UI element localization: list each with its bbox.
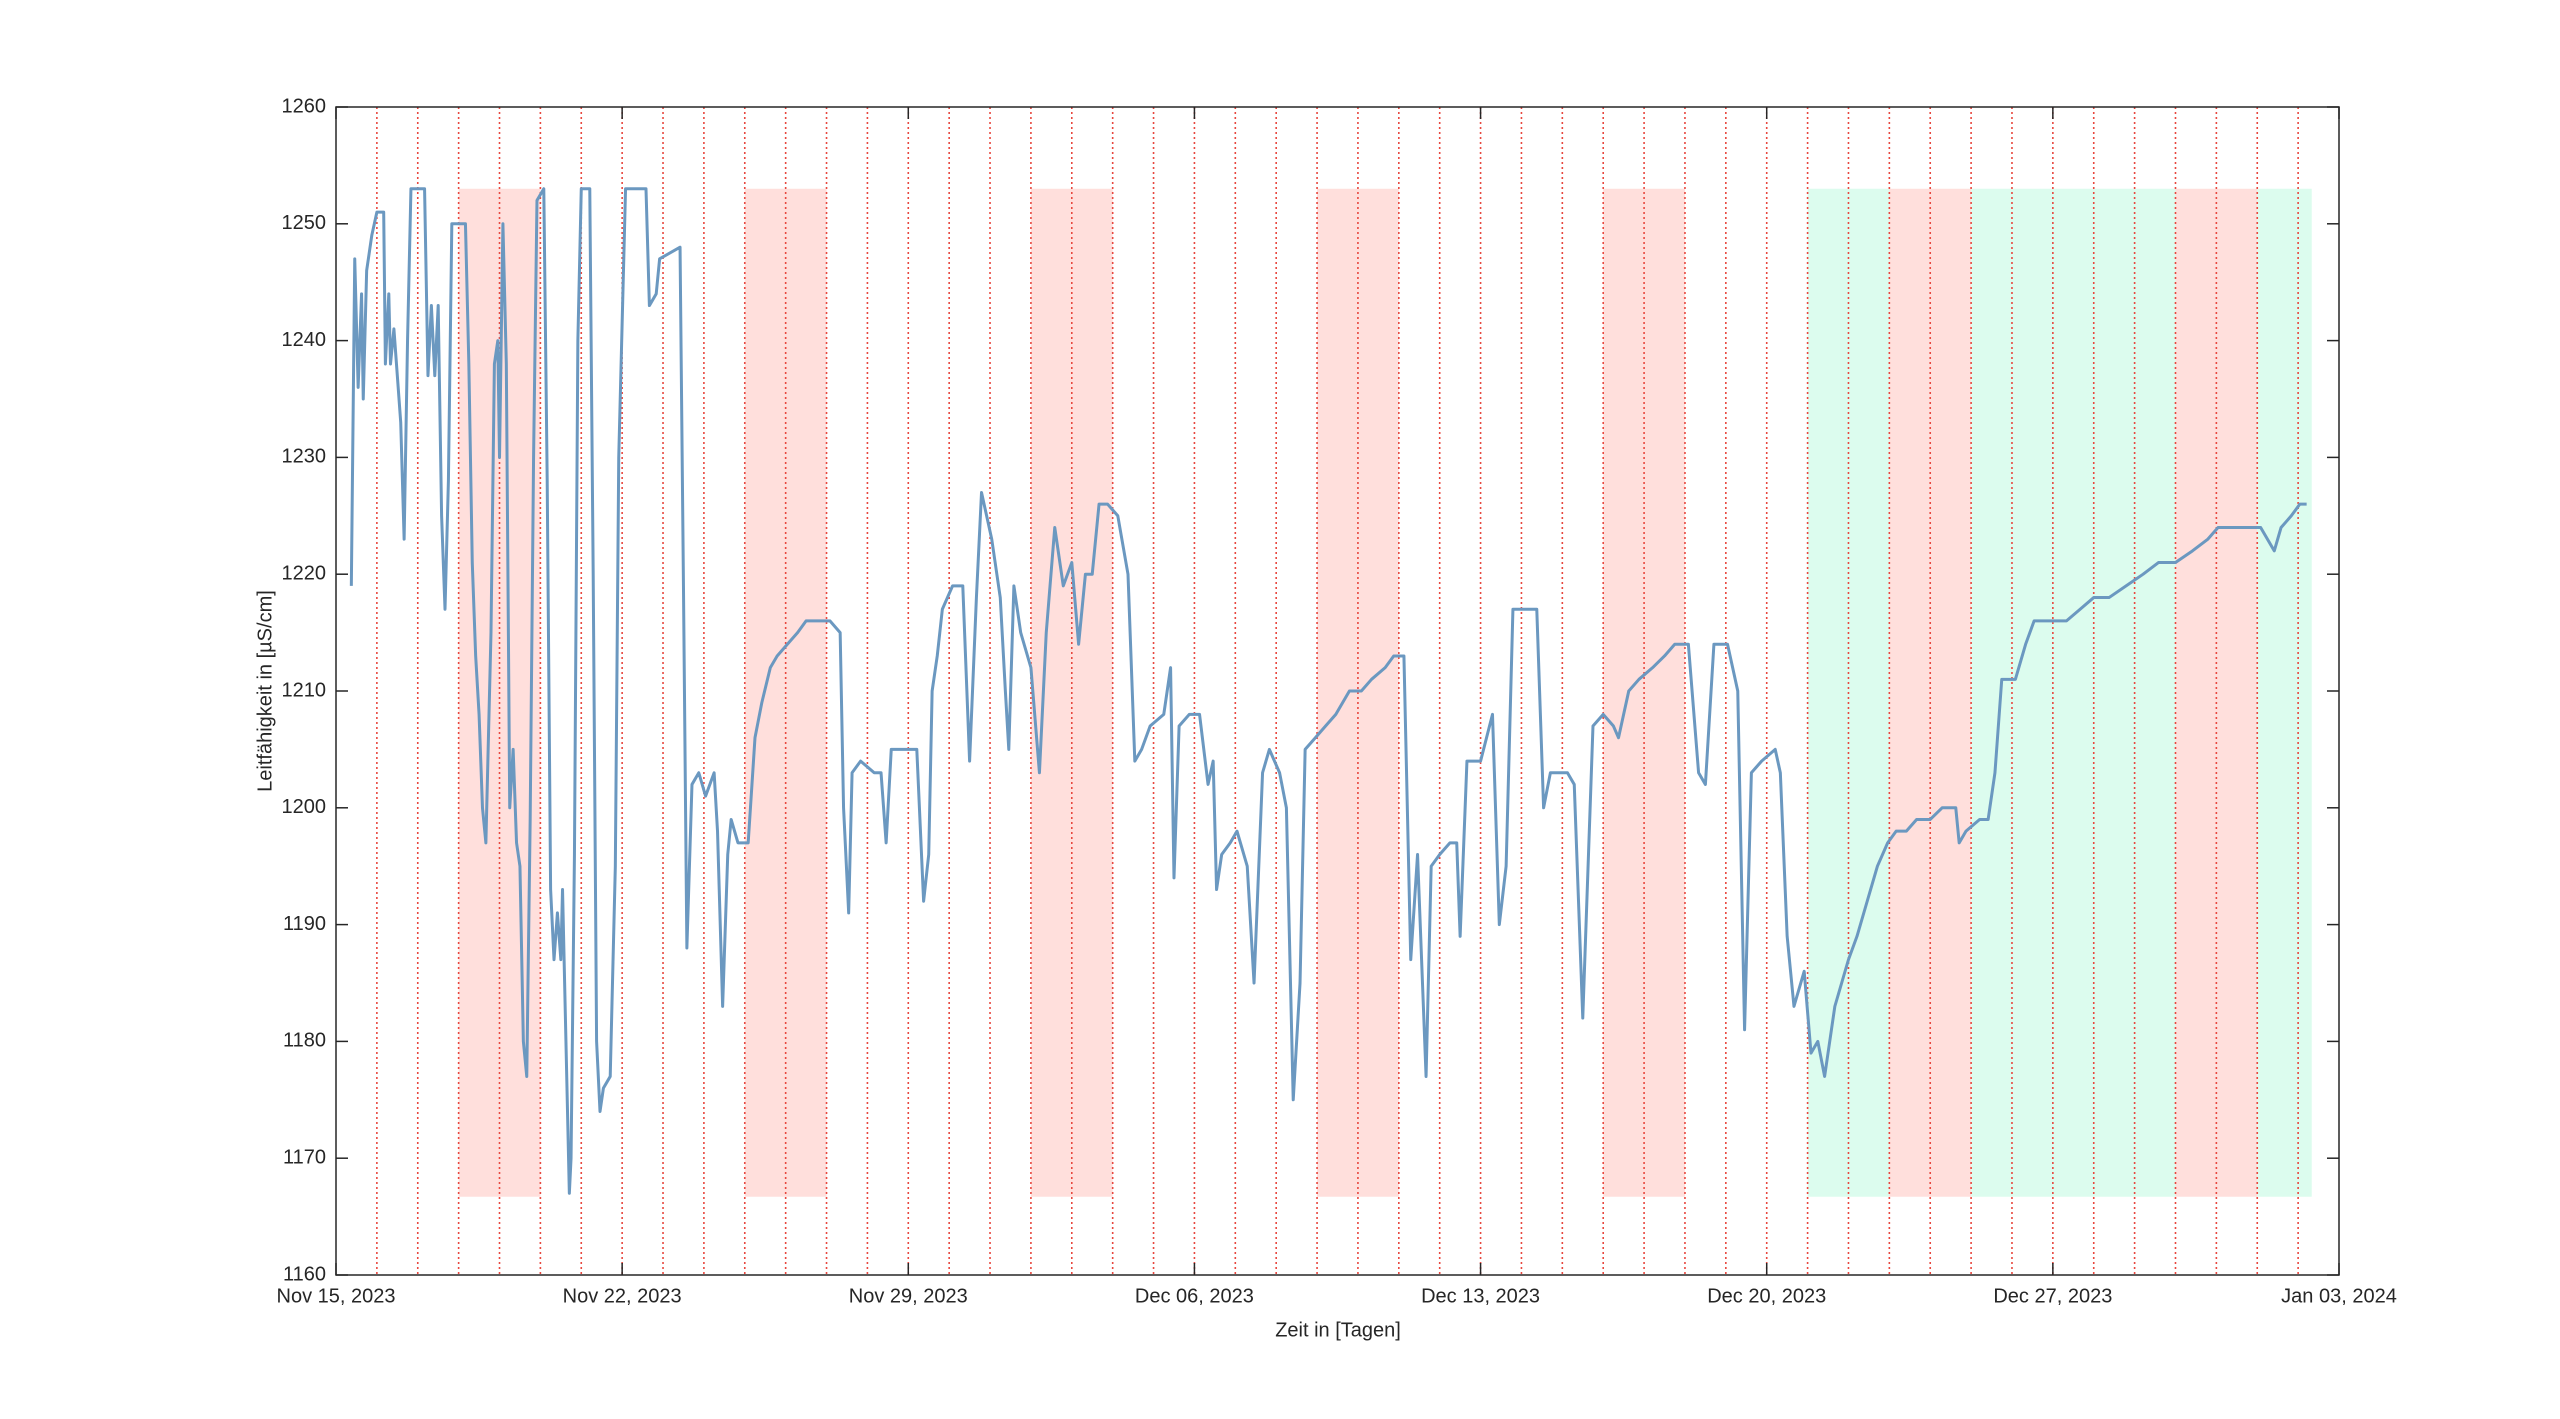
regions (458, 188, 2312, 1197)
x-tick-label: Nov 22, 2023 (563, 1285, 682, 1307)
region (2257, 188, 2312, 1197)
y-tick-label: 1230 (282, 446, 327, 468)
x-tick-label: Dec 20, 2023 (1707, 1285, 1826, 1307)
x-axis-label: Zeit in [Tagen] (1275, 1319, 1401, 1341)
x-tick-label: Dec 13, 2023 (1421, 1285, 1540, 1307)
y-tick-label: 1190 (283, 913, 326, 935)
y-tick-label: 1260 (282, 95, 327, 117)
x-tick-label: Dec 06, 2023 (1135, 1285, 1254, 1307)
plot (349, 187, 2307, 1195)
y-axis-label: Leitfähigkeit in [µS/cm] (254, 590, 276, 792)
x-tick-label: Dec 27, 2023 (1993, 1285, 2112, 1307)
y-tick-label: 1200 (282, 796, 327, 818)
y-tick-label: 1240 (282, 329, 327, 351)
data-line (349, 187, 2307, 1195)
y-tick-label: 1180 (283, 1030, 326, 1052)
region (1971, 188, 2176, 1197)
x-tick-label: Nov 29, 2023 (849, 1285, 968, 1307)
y-tick-label: 1220 (282, 562, 327, 584)
y-tick-label: 1250 (282, 212, 327, 234)
x-tick-label: Nov 15, 2023 (277, 1285, 396, 1307)
axes: 1160 1170 1180 1190 1200 1210 1220 1230 1240 1250… (277, 95, 2397, 1307)
y-tick-label: 1160 (283, 1263, 326, 1285)
y-tick-label: 1210 (282, 679, 327, 701)
y-tick-label: 1170 (283, 1146, 326, 1168)
x-tick-label: Jan 03, 2024 (2281, 1285, 2397, 1307)
